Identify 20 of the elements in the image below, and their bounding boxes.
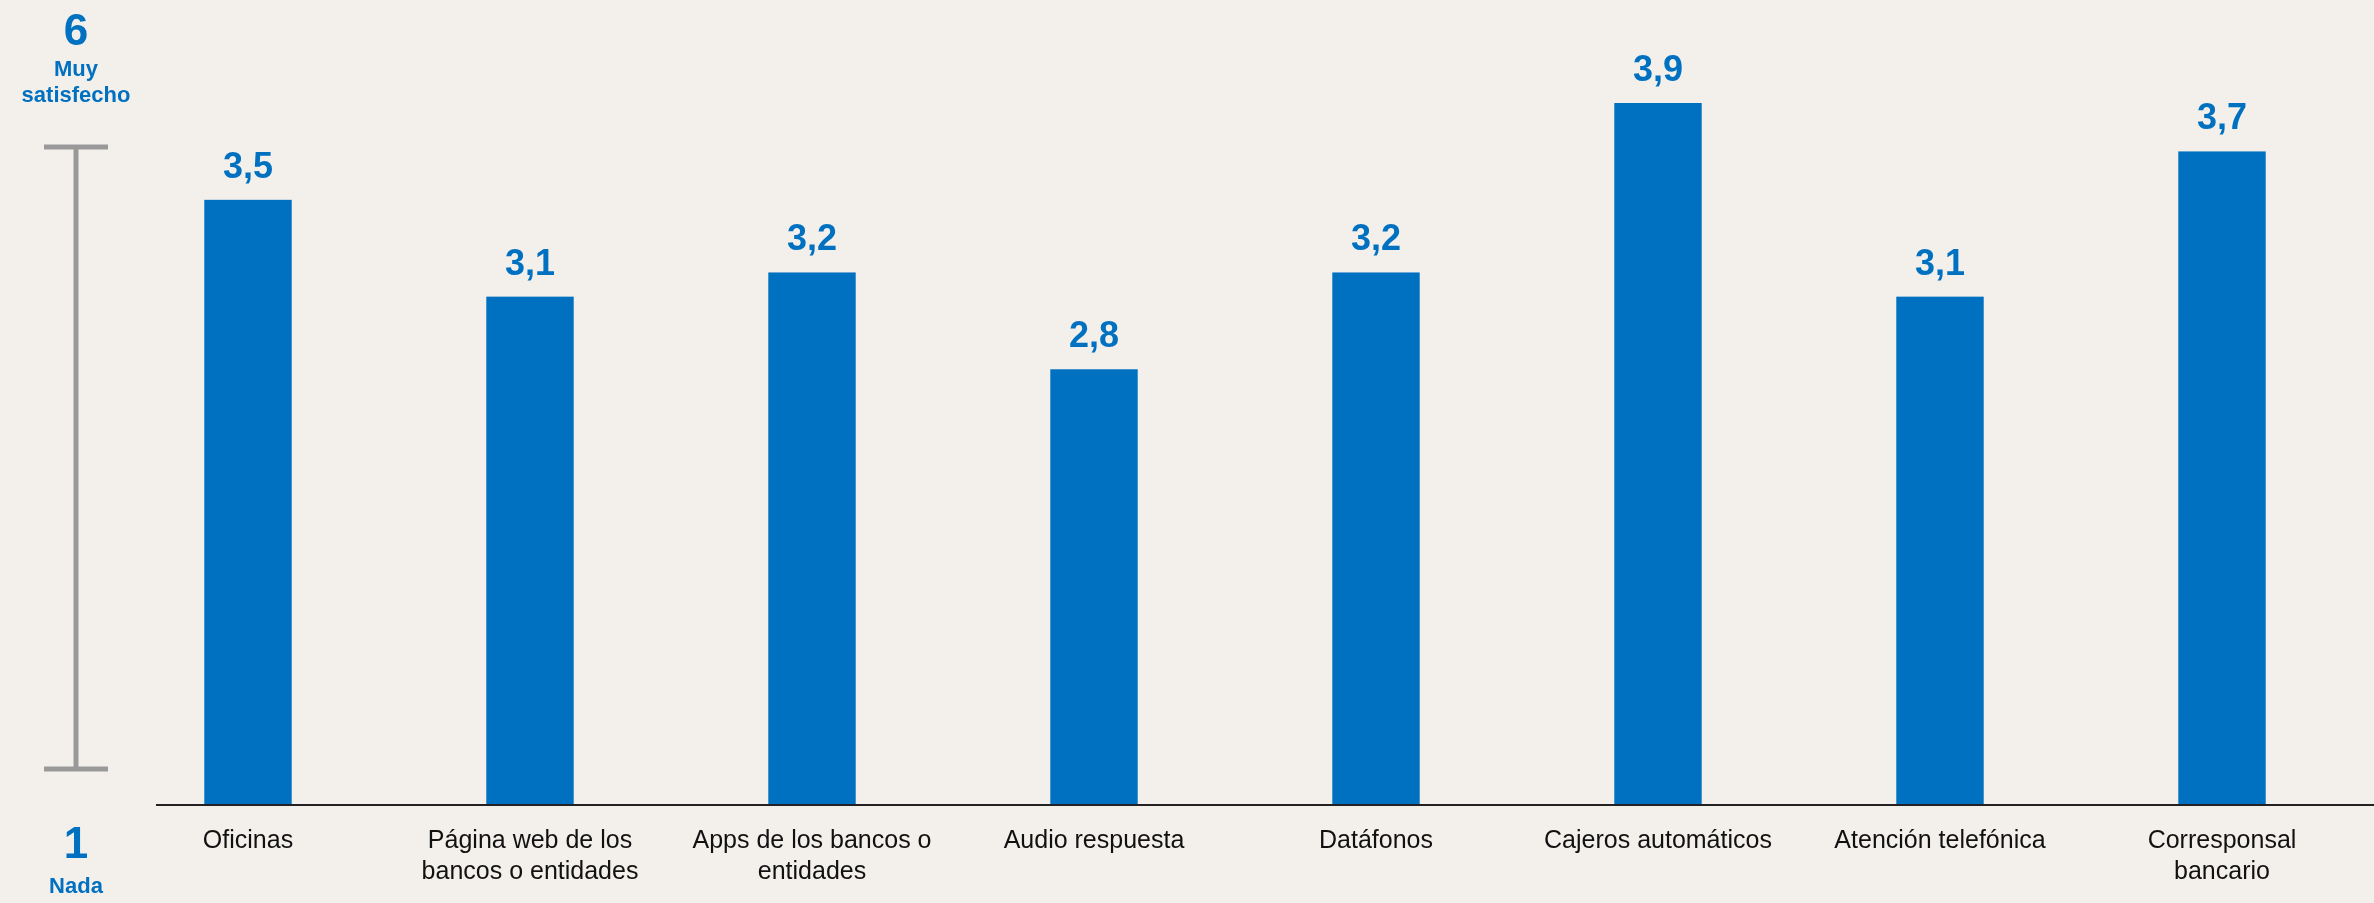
data-label: 3,2 (786, 217, 838, 259)
data-label: 3,2 (1350, 217, 1402, 259)
x-tick-label: Oficinas (202, 825, 294, 853)
data-label: 2,8 (1068, 314, 1120, 356)
x-tick-label: Cajeros automáticos (1544, 825, 1772, 853)
x-tick-label: Apps de los bancos o entidades (692, 825, 932, 884)
text: 1 (63, 818, 89, 867)
text: Muy satisfecho (21, 56, 131, 107)
data-label: 3,7 (2196, 96, 2248, 138)
data-label: 3,1 (504, 241, 556, 283)
x-tick-label: Audio respuesta (1003, 825, 1185, 853)
x-tick-label: Corresponsal bancario (2147, 825, 2297, 884)
text: Nada (49, 873, 104, 898)
x-tick-label: Página web de los bancos o entidades (421, 825, 639, 884)
x-tick-label: Datáfonos (1319, 825, 1433, 853)
text: 6 (63, 5, 89, 54)
data-label: 3,5 (222, 144, 274, 186)
data-label: 3,9 (1632, 48, 1684, 89)
x-tick-label: Atención telefónica (1834, 825, 2046, 853)
data-label: 3,1 (1914, 241, 1966, 283)
